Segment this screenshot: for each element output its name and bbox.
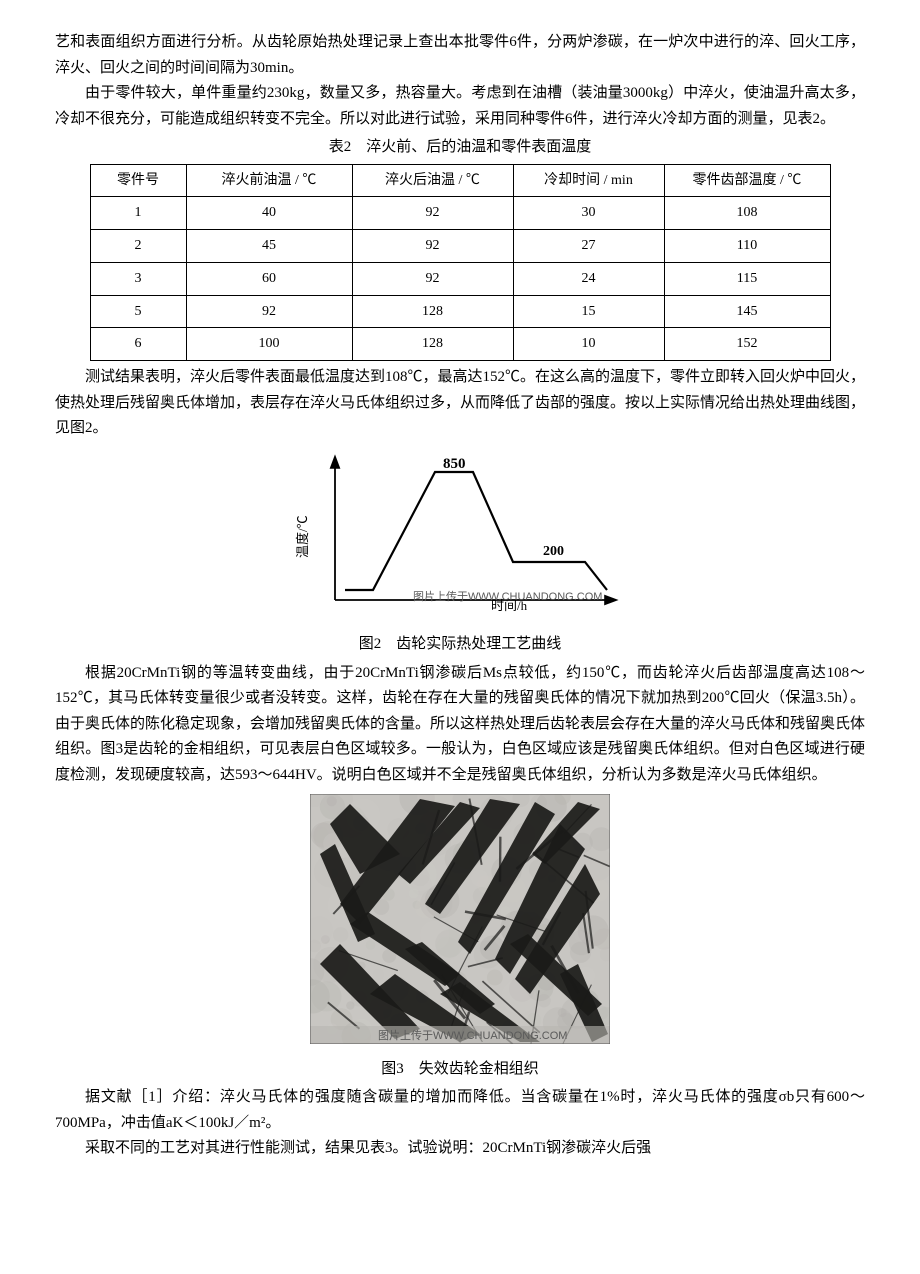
svg-text:图片上传于WWW.CHUANDONG.COM: 图片上传于WWW.CHUANDONG.COM bbox=[378, 1029, 567, 1042]
table2-col-2: 淬火后油温 / ℃ bbox=[352, 164, 513, 197]
paragraph-4: 根据20CrMnTi钢的等温转变曲线，由于20CrMnTi钢渗碳后Ms点较低，约… bbox=[55, 661, 865, 789]
table2-col-3: 冷却时间 / min bbox=[513, 164, 664, 197]
figure2-chart: 850200温度/℃时间/h图片上传于WWW.CHUANDONG.COM bbox=[55, 450, 865, 630]
paragraph-1: 艺和表面组织方面进行分析。从齿轮原始热处理记录上查出本批零件6件，分两炉渗碳，在… bbox=[55, 30, 865, 81]
table2-col-0: 零件号 bbox=[90, 164, 186, 197]
table-row: 2459227110 bbox=[90, 230, 830, 263]
table2-body: 1409230108245922711036092241155921281514… bbox=[90, 197, 830, 361]
table2-caption: 表2 淬火前、后的油温和零件表面温度 bbox=[55, 135, 865, 161]
table-row: 3609224115 bbox=[90, 262, 830, 295]
table-row: 610012810152 bbox=[90, 328, 830, 361]
table-row: 59212815145 bbox=[90, 295, 830, 328]
svg-text:图片上传于WWW.CHUANDONG.COM: 图片上传于WWW.CHUANDONG.COM bbox=[413, 590, 602, 603]
svg-text:温度/℃: 温度/℃ bbox=[295, 515, 310, 558]
paragraph-6: 采取不同的工艺对其进行性能测试，结果见表3。试验说明：20CrMnTi钢渗碳淬火… bbox=[55, 1136, 865, 1162]
figure3-micrograph: 图片上传于WWW.CHUANDONG.COM bbox=[55, 794, 865, 1054]
table2-header-row: 零件号淬火前油温 / ℃淬火后油温 / ℃冷却时间 / min零件齿部温度 / … bbox=[90, 164, 830, 197]
figure2-caption: 图2 齿轮实际热处理工艺曲线 bbox=[55, 632, 865, 658]
figure3-caption: 图3 失效齿轮金相组织 bbox=[55, 1057, 865, 1083]
table2-col-4: 零件齿部温度 / ℃ bbox=[664, 164, 830, 197]
paragraph-5: 据文献［1］介绍：淬火马氏体的强度随含碳量的增加而降低。当含碳量在1%时，淬火马… bbox=[55, 1085, 865, 1136]
svg-text:200: 200 bbox=[543, 544, 564, 559]
table2-col-1: 淬火前油温 / ℃ bbox=[186, 164, 352, 197]
svg-text:850: 850 bbox=[443, 456, 466, 472]
paragraph-2: 由于零件较大，单件重量约230kg，数量又多，热容量大。考虑到在油槽（装油量30… bbox=[55, 81, 865, 132]
table-row: 1409230108 bbox=[90, 197, 830, 230]
paragraph-3: 测试结果表明，淬火后零件表面最低温度达到108℃，最高达152℃。在这么高的温度… bbox=[55, 365, 865, 442]
table2: 零件号淬火前油温 / ℃淬火后油温 / ℃冷却时间 / min零件齿部温度 / … bbox=[90, 164, 831, 362]
